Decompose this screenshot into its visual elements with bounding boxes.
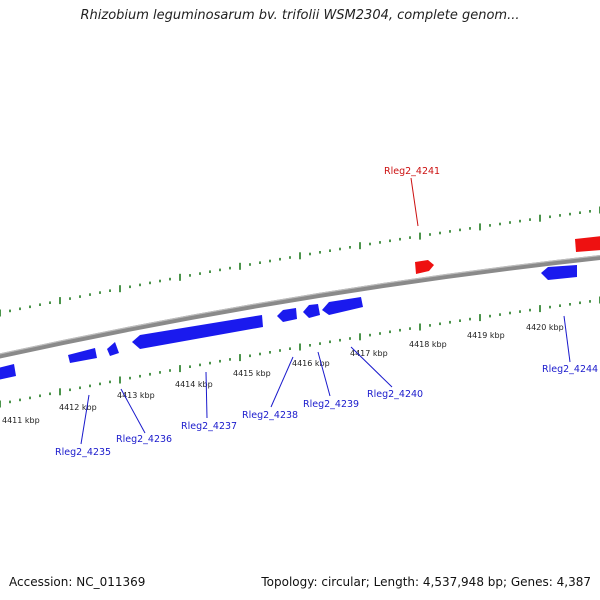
gene-label-rleg2-4237[interactable]: Rleg2_4237 <box>181 421 237 432</box>
connector-line <box>270 356 294 408</box>
connector-line <box>410 177 419 227</box>
gene-arrow[interactable] <box>541 265 577 280</box>
scale-label: 4417 kbp <box>350 349 388 358</box>
scale-label: 4419 kbp <box>467 331 505 340</box>
scale-label: 4420 kbp <box>526 323 564 332</box>
gene-arrow[interactable] <box>575 236 600 252</box>
reverse-genes[interactable] <box>0 265 577 380</box>
outer-tick-track <box>0 206 600 317</box>
gene-arrow[interactable] <box>107 342 119 356</box>
map-title: Rhizobium leguminosarum bv. trifolii WSM… <box>80 8 520 23</box>
scale-label: 4418 kbp <box>409 340 447 349</box>
gene-arrow[interactable] <box>303 304 320 318</box>
connector-line <box>120 388 146 434</box>
gene-arrow[interactable] <box>322 297 363 315</box>
gene-label-rleg2-4240[interactable]: Rleg2_4240 <box>367 389 423 400</box>
gene-label-rleg2-4244[interactable]: Rleg2_4244 <box>542 364 598 375</box>
gene-labels[interactable]: Rleg2_4241 Rleg2_4235 Rleg2_4236 Rleg2_4… <box>55 166 598 458</box>
genome-summary-text: Topology: circular; Length: 4,537,948 bp… <box>261 575 591 589</box>
connector-line <box>317 351 331 397</box>
accession-text: Accession: NC_011369 <box>9 575 146 589</box>
gene-arrow[interactable] <box>132 315 263 349</box>
scale-label: 4411 kbp <box>2 416 40 425</box>
genome-backbone <box>0 255 600 359</box>
gene-label-rleg2-4241[interactable]: Rleg2_4241 <box>384 166 440 177</box>
gene-label-rleg2-4235[interactable]: Rleg2_4235 <box>55 447 111 458</box>
scale-label: 4415 kbp <box>233 369 271 378</box>
scale-label: 4416 kbp <box>292 359 330 368</box>
connector-line <box>350 346 393 388</box>
scale-label: 4414 kbp <box>175 380 213 389</box>
gene-label-rleg2-4236[interactable]: Rleg2_4236 <box>116 434 172 445</box>
scale-label: 4413 kbp <box>117 391 155 400</box>
gene-arrow[interactable] <box>0 364 16 380</box>
label-connectors <box>80 177 571 445</box>
gene-arrow[interactable] <box>68 348 97 363</box>
gene-arrow[interactable] <box>277 308 297 322</box>
genome-backbone-highlight <box>0 254 600 355</box>
inner-tick-track <box>0 296 600 408</box>
scale-labels: 4411 kbp 4412 kbp 4413 kbp 4414 kbp 4415… <box>2 323 564 425</box>
scale-label: 4412 kbp <box>59 403 97 412</box>
gene-label-rleg2-4238[interactable]: Rleg2_4238 <box>242 410 298 421</box>
connector-line <box>563 315 571 363</box>
connector-line <box>205 371 208 419</box>
forward-genes[interactable] <box>415 236 600 274</box>
gene-arrow[interactable] <box>415 260 434 274</box>
gene-label-rleg2-4239[interactable]: Rleg2_4239 <box>303 399 359 410</box>
connector-line <box>80 394 90 445</box>
